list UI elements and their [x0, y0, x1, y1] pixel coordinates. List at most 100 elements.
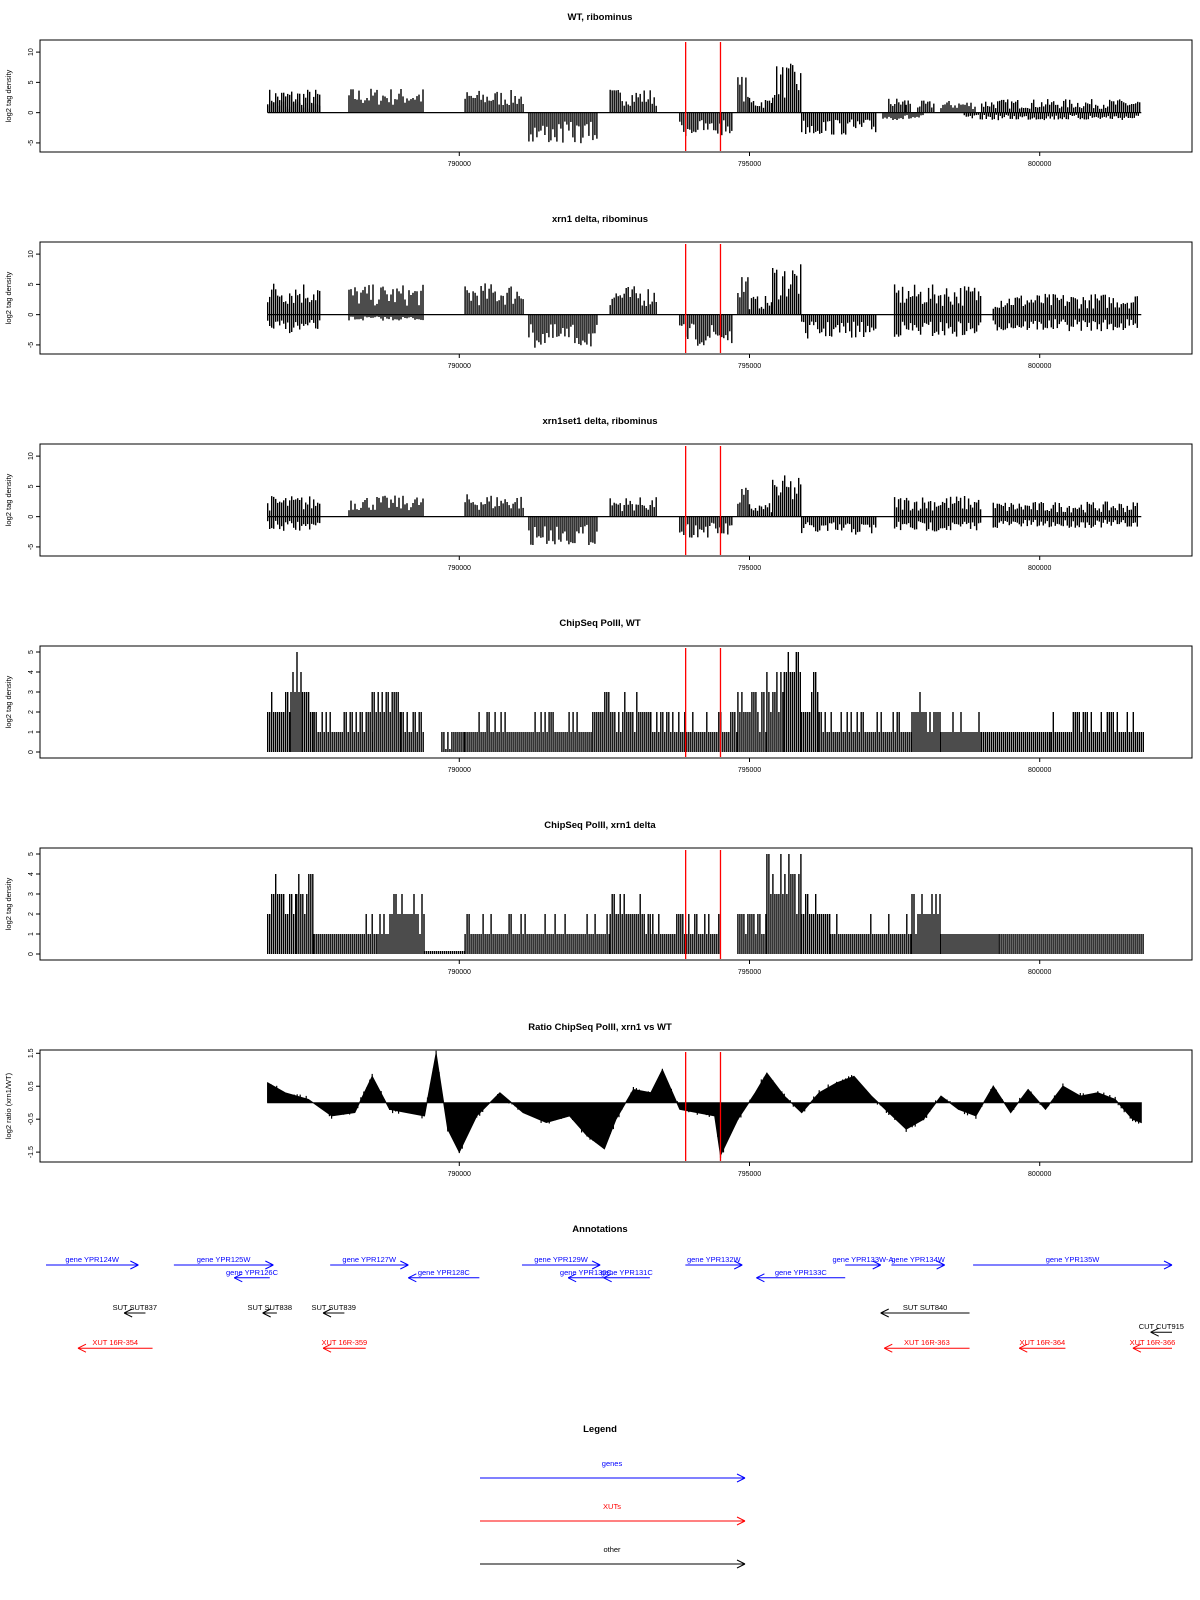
annotation-gene-arrow-head [400, 1264, 409, 1270]
annotation-gene-arrow-head [733, 1260, 743, 1266]
wt-ribominus-ytick-label: 10 [28, 48, 35, 56]
annotation-gene-label: gene YPR131C [601, 1268, 654, 1277]
wt-ribominus-xtick-label: 790000 [448, 161, 471, 168]
chipseq-wt-ytick-label: 0 [28, 750, 35, 754]
annotation-gene-arrow-head [234, 1273, 243, 1279]
annotations-title: Annotations [572, 1224, 627, 1235]
ratio-chipseq-ytick-label: 0.5 [28, 1081, 35, 1091]
ratio-chipseq-y-axis-label: log2 ratio (xrn1/WT) [4, 1072, 13, 1139]
chipseq-xrn1-xtick-label: 795000 [738, 969, 761, 976]
legend-other-arrow-head [736, 1563, 746, 1569]
annotation-xut-arrow-head [77, 1347, 87, 1353]
annotation-gene-arrow-head [1163, 1264, 1173, 1270]
wt-ribominus-plot-frame [39, 39, 1193, 153]
wt-ribominus-y-axis-label: log2 tag density [4, 69, 13, 122]
chipseq-wt-ytick-label: 3 [28, 690, 35, 694]
annotation-gene-arrow-head [936, 1264, 945, 1270]
annotation-xut-arrow-head [1132, 1347, 1142, 1353]
ratio-chipseq-ytick-label: 1.5 [28, 1048, 35, 1058]
annotation-gene-label: gene YPR134W [891, 1255, 946, 1264]
annotation-xut-arrow-head [1019, 1347, 1028, 1353]
annotation-other-label: SUT SUT837 [113, 1303, 157, 1312]
annotation-gene-arrow-head [130, 1264, 139, 1270]
ratio-chipseq-ytick-label: -1.5 [28, 1146, 35, 1158]
ratio-chipseq-xtick-label: 790000 [448, 1171, 471, 1178]
annotation-other-arrow-head [123, 1312, 133, 1318]
annotation-gene-label: gene YPR130C [560, 1268, 613, 1277]
chipseq-xrn1-ytick-label: 0 [28, 952, 35, 956]
xrn1set1-ribominus-y-axis-label: log2 tag density [4, 473, 13, 526]
annotation-gene-arrow-head [756, 1273, 765, 1279]
chipseq-xrn1-y-axis-label: log2 tag density [4, 877, 13, 930]
xrn1set1-ribominus-xtick-label: 795000 [738, 565, 761, 572]
annotation-other-arrow-head [1150, 1331, 1159, 1337]
annotation-other-arrow-head [262, 1308, 271, 1314]
chipseq-xrn1-title: ChipSeq PolII, xrn1 delta [544, 820, 656, 831]
chipseq-xrn1-plot-frame [39, 847, 1193, 961]
wt-ribominus-ytick-label: -5 [28, 140, 35, 146]
xrn1-ribominus-ytick-label: 5 [28, 282, 35, 286]
annotation-gene-label: gene YPR128C [418, 1268, 471, 1277]
legend-gene-arrow-head [736, 1477, 746, 1483]
annotation-gene-arrow-head [408, 1273, 417, 1279]
chipseq-xrn1-ytick-label: 2 [28, 912, 35, 916]
legend-gene-arrow-head [736, 1473, 746, 1479]
xrn1set1-ribominus-ytick-label: 0 [28, 515, 35, 519]
ratio-chipseq-title: Ratio ChipSeq PolII, xrn1 vs WT [528, 1022, 672, 1033]
xrn1-ribominus-ytick-label: -5 [28, 342, 35, 348]
xrn1-ribominus-xtick-label: 800000 [1028, 363, 1051, 370]
wt-ribominus-xtick-label: 800000 [1028, 161, 1051, 168]
xrn1set1-ribominus-ytick-label: -5 [28, 544, 35, 550]
ratio-chipseq-xtick-label: 800000 [1028, 1171, 1051, 1178]
chipseq-wt-xtick-label: 795000 [738, 767, 761, 774]
annotation-gene-arrow-head [591, 1260, 601, 1266]
annotation-gene-arrow-head [130, 1260, 139, 1266]
xrn1-ribominus-plot-frame [39, 241, 1193, 355]
legend-xut-arrow-head [736, 1520, 746, 1526]
chipseq-wt-ytick-label: 4 [28, 670, 35, 674]
chipseq-wt-plot-frame [39, 645, 1193, 759]
xrn1-ribominus-ytick-label: 10 [28, 250, 35, 258]
xrn1-ribominus-y-axis-label: log2 tag density [4, 271, 13, 324]
chipseq-xrn1-ytick-label: 3 [28, 892, 35, 896]
xrn1set1-ribominus-title: xrn1set1 delta, ribominus [542, 416, 657, 427]
annotation-other-label: SUT SUT840 [903, 1303, 947, 1312]
ratio-chipseq-plot-frame [39, 1049, 1193, 1163]
xrn1-ribominus-ytick-label: 0 [28, 313, 35, 317]
wt-ribominus-ytick-label: 5 [28, 80, 35, 84]
chipseq-xrn1-xtick-label: 800000 [1028, 969, 1051, 976]
annotation-xut-arrow-head [322, 1347, 332, 1353]
annotation-gene-label: gene YPR126C [226, 1268, 279, 1277]
annotation-xut-arrow-head [1019, 1343, 1028, 1349]
xrn1set1-ribominus-xtick-label: 800000 [1028, 565, 1051, 572]
annotation-gene-label: gene YPR125W [197, 1255, 252, 1264]
annotation-gene-label: gene YPR135W [1046, 1255, 1101, 1264]
annotation-gene-arrow-head [567, 1273, 577, 1279]
chipseq-wt-xtick-label: 790000 [448, 767, 471, 774]
chipseq-wt-title: ChipSeq PolII, WT [559, 618, 640, 629]
annotation-gene-arrow-head [567, 1277, 577, 1283]
chipseq-wt-ytick-label: 5 [28, 650, 35, 654]
annotation-gene-label: gene YPR133W-A [832, 1255, 893, 1264]
annotation-xut-arrow-head [884, 1343, 893, 1349]
xrn1set1-ribominus-ytick-label: 10 [28, 452, 35, 460]
annotation-other-arrow-head [880, 1308, 889, 1314]
annotation-gene-arrow-head [936, 1260, 945, 1266]
annotation-other-arrow-head [262, 1312, 271, 1318]
legend-other-label: other [603, 1545, 621, 1554]
annotation-xut-label: XUT 16R-354 [92, 1338, 138, 1347]
xrn1set1-ribominus-plot-frame [39, 443, 1193, 557]
annotation-xut-label: XUT 16R-366 [1130, 1338, 1176, 1347]
chipseq-wt-y-axis-label: log2 tag density [4, 675, 13, 728]
xrn1-ribominus-xtick-label: 795000 [738, 363, 761, 370]
annotation-xut-label: XUT 16R-359 [322, 1338, 368, 1347]
ratio-chipseq-ytick-label: -0.5 [28, 1113, 35, 1125]
annotation-xut-arrow-head [77, 1343, 87, 1349]
wt-ribominus-title: WT, ribominus [568, 12, 633, 23]
annotation-gene-arrow-head [265, 1264, 274, 1270]
annotation-gene-arrow-head [1163, 1260, 1173, 1266]
chipseq-wt-xtick-label: 800000 [1028, 767, 1051, 774]
xrn1-ribominus-title: xrn1 delta, ribominus [552, 214, 648, 225]
chipseq-xrn1-ytick-label: 4 [28, 872, 35, 876]
